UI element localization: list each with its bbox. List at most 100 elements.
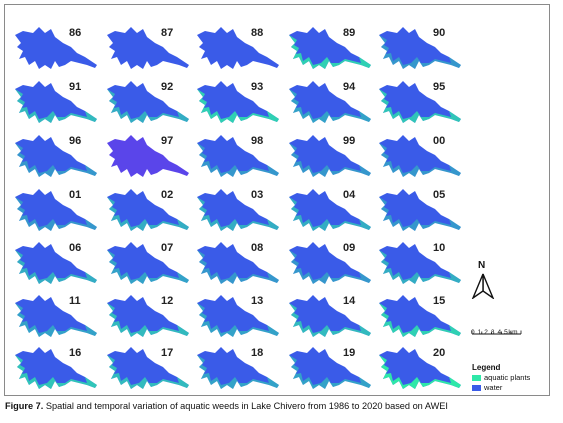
lake-shape-99 xyxy=(289,135,371,177)
aquatic-plants-area-00 xyxy=(379,143,461,177)
aquatic-plants-area-17 xyxy=(107,355,189,389)
lake-map-16: 16 xyxy=(11,341,103,393)
lake-map-90: 90 xyxy=(375,21,467,73)
figure-label: Figure 7. xyxy=(5,401,44,411)
lake-map-14: 14 xyxy=(285,289,377,341)
aquatic-plants-area-93 xyxy=(197,89,279,123)
lake-shape-15 xyxy=(379,295,461,337)
lake-shape-96 xyxy=(15,135,97,177)
lake-shape-03 xyxy=(197,189,279,231)
year-label-14: 14 xyxy=(343,295,356,307)
year-label-90: 90 xyxy=(433,27,446,39)
lake-shape-17 xyxy=(107,347,189,389)
lake-shape-07 xyxy=(107,242,189,284)
scale-bar-icon xyxy=(471,330,522,335)
lake-shape-90 xyxy=(379,27,461,69)
lake-shape-95 xyxy=(379,81,461,123)
lake-map-00: 00 xyxy=(375,129,467,181)
lake-shape-94 xyxy=(289,81,371,123)
lake-map-99: 99 xyxy=(285,129,377,181)
figure-panel: 86 87 88 89 90 91 92 93 94 95 96 97 98 99 00 01 02 03 04 05… xyxy=(4,4,550,396)
lake-map-13: 13 xyxy=(193,289,285,341)
aquatic-plants-area-96 xyxy=(15,143,97,177)
aquatic-plants-area-04 xyxy=(289,197,371,231)
aquatic-plants-swatch xyxy=(472,374,481,381)
year-label-05: 05 xyxy=(433,189,446,201)
year-label-10: 10 xyxy=(433,242,446,254)
lake-shape-08 xyxy=(197,242,279,284)
legend-title: Legend xyxy=(472,363,501,372)
aquatic-plants-area-11 xyxy=(15,303,97,337)
north-arrow-icon xyxy=(471,273,495,299)
lake-shape-88 xyxy=(197,27,279,69)
aquatic-plants-area-20 xyxy=(379,355,461,389)
legend-label-aquatic-plants: aquatic plants xyxy=(484,373,531,382)
aquatic-plants-area-03 xyxy=(197,197,279,231)
lake-map-18: 18 xyxy=(193,341,285,393)
year-label-06: 06 xyxy=(69,242,82,254)
lake-map-95: 95 xyxy=(375,75,467,127)
year-label-12: 12 xyxy=(161,295,174,307)
lake-map-01: 01 xyxy=(11,183,103,235)
lake-map-06: 06 xyxy=(11,236,103,288)
aquatic-plants-area-12 xyxy=(107,303,189,337)
legend-label-water: water xyxy=(484,383,503,392)
year-label-94: 94 xyxy=(343,81,356,93)
lake-shape-02 xyxy=(107,189,189,231)
lake-map-11: 11 xyxy=(11,289,103,341)
year-label-18: 18 xyxy=(251,347,264,359)
aquatic-plants-area-89 xyxy=(289,35,371,69)
year-label-87: 87 xyxy=(161,27,174,39)
lake-map-93: 93 xyxy=(193,75,285,127)
lake-map-20: 20 xyxy=(375,341,467,393)
water-area-90 xyxy=(379,27,461,69)
lake-map-02: 02 xyxy=(103,183,195,235)
year-label-93: 93 xyxy=(251,81,264,93)
year-label-86: 86 xyxy=(69,27,82,39)
year-label-98: 98 xyxy=(251,135,264,147)
water-area-09 xyxy=(289,242,371,284)
aquatic-plants-area-98 xyxy=(197,143,279,177)
lake-map-17: 17 xyxy=(103,341,195,393)
aquatic-plants-area-18 xyxy=(197,355,279,389)
scale-bar: 0 1 2 3 4 5km xyxy=(471,321,531,341)
aquatic-plants-area-92 xyxy=(107,89,189,123)
lake-shape-98 xyxy=(197,135,279,177)
lake-map-07: 07 xyxy=(103,236,195,288)
lake-shape-19 xyxy=(289,347,371,389)
lake-shape-97 xyxy=(107,135,189,177)
north-label: N xyxy=(478,260,486,271)
year-label-17: 17 xyxy=(161,347,174,359)
lake-map-87: 87 xyxy=(103,21,195,73)
aquatic-plants-area-99 xyxy=(289,143,371,177)
year-label-88: 88 xyxy=(251,27,264,39)
year-label-07: 07 xyxy=(161,242,174,254)
aquatic-plants-area-07 xyxy=(107,250,189,284)
aquatic-plants-area-05 xyxy=(379,197,461,231)
year-label-89: 89 xyxy=(343,27,356,39)
water-area-00 xyxy=(379,135,461,177)
north-arrow: N xyxy=(469,260,499,304)
aquatic-plants-area-01 xyxy=(15,197,97,231)
lake-shape-10 xyxy=(379,242,461,284)
year-label-09: 09 xyxy=(343,242,356,254)
year-label-20: 20 xyxy=(433,347,446,359)
year-label-91: 91 xyxy=(69,81,82,93)
lake-shape-20 xyxy=(379,347,461,389)
aquatic-plants-area-15 xyxy=(379,303,461,337)
water-area-86 xyxy=(15,27,97,69)
water-swatch xyxy=(472,384,481,391)
lake-map-88: 88 xyxy=(193,21,285,73)
aquatic-plants-area-19 xyxy=(289,355,371,389)
lake-shape-05 xyxy=(379,189,461,231)
lake-map-94: 94 xyxy=(285,75,377,127)
figure-caption-text: Spatial and temporal variation of aquati… xyxy=(45,401,448,411)
lake-map-05: 05 xyxy=(375,183,467,235)
lake-map-91: 91 xyxy=(11,75,103,127)
year-label-96: 96 xyxy=(69,135,82,147)
lake-shape-12 xyxy=(107,295,189,337)
year-label-08: 08 xyxy=(251,242,264,254)
aquatic-plants-area-10 xyxy=(379,250,461,284)
lake-map-09: 09 xyxy=(285,236,377,288)
aquatic-plants-area-13 xyxy=(197,303,279,337)
